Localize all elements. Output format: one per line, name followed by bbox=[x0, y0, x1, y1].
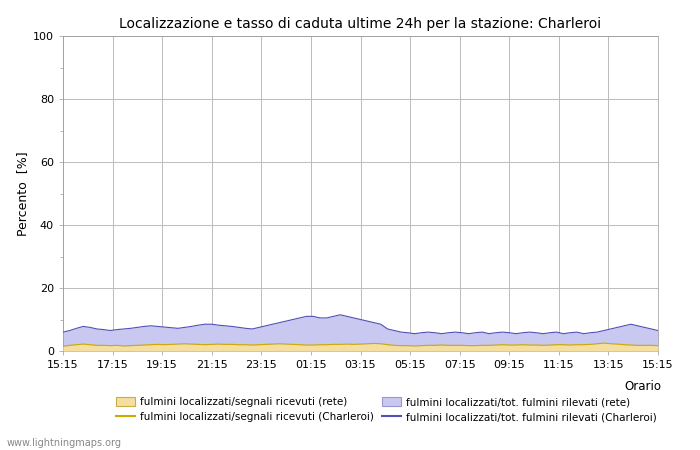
Text: Orario: Orario bbox=[624, 380, 661, 393]
Y-axis label: Percento  [%]: Percento [%] bbox=[16, 151, 29, 236]
Legend: fulmini localizzati/segnali ricevuti (rete), fulmini localizzati/segnali ricevut: fulmini localizzati/segnali ricevuti (re… bbox=[116, 397, 657, 423]
Text: www.lightningmaps.org: www.lightningmaps.org bbox=[7, 438, 122, 448]
Title: Localizzazione e tasso di caduta ultime 24h per la stazione: Charleroi: Localizzazione e tasso di caduta ultime … bbox=[120, 17, 601, 31]
